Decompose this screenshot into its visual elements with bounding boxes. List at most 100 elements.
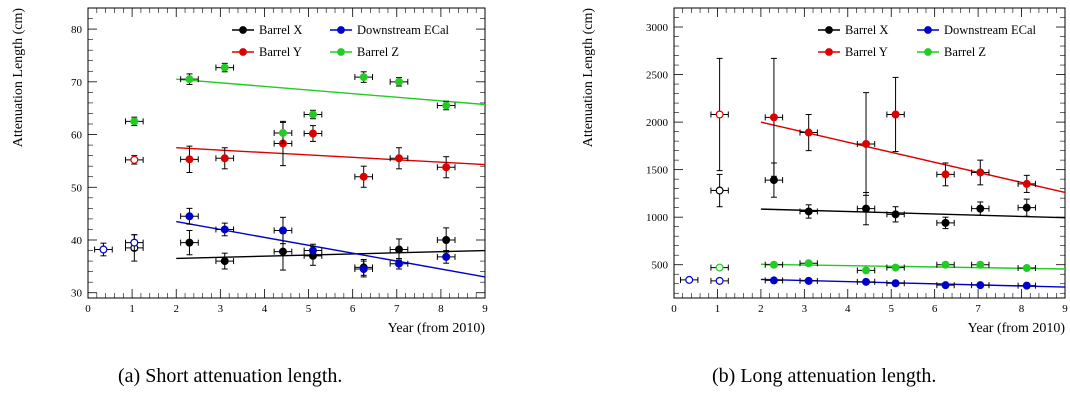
- data-point: [936, 260, 955, 269]
- x-tick-label: 9: [482, 303, 488, 315]
- marker: [769, 113, 778, 122]
- data-point: [303, 125, 323, 142]
- legend-label: Downstream ECal: [944, 23, 1037, 37]
- marker: [862, 266, 871, 275]
- marker: [220, 257, 229, 266]
- marker: [185, 75, 194, 84]
- data-point: [856, 266, 876, 275]
- x-axis-label: Year (from 2010): [388, 321, 486, 336]
- x-tick-label: 1: [129, 303, 135, 315]
- y-tick-label: 2000: [646, 117, 669, 129]
- marker: [891, 110, 900, 119]
- marker: [359, 265, 368, 274]
- marker: [891, 210, 900, 219]
- data-point: [215, 62, 235, 73]
- marker: [308, 110, 317, 119]
- data-point: [971, 281, 990, 290]
- marker: [442, 252, 451, 261]
- y-tick-label: 80: [71, 24, 83, 36]
- legend: Barrel X Downstream ECal Barrel Y Barrel Z: [818, 23, 1037, 59]
- x-tick-label: 2: [173, 303, 179, 315]
- x-tick-label: 5: [306, 303, 312, 315]
- marker: [976, 168, 985, 177]
- marker: [185, 212, 194, 221]
- marker: [1022, 264, 1031, 273]
- data-point: [936, 281, 955, 290]
- data-point: [886, 76, 905, 153]
- y-tick-label: 70: [71, 77, 83, 89]
- data-point: [215, 222, 235, 237]
- data-point: [354, 165, 374, 188]
- x-tick-label: 7: [975, 303, 981, 315]
- data-point: [764, 260, 784, 269]
- marker: [220, 63, 229, 72]
- y-tick-label: 500: [652, 260, 669, 272]
- marker: [308, 246, 317, 255]
- legend-marker: [239, 48, 247, 56]
- chart-panel-a: 0 1 2 3 4 5 6 7 8 9 30 40 50 60 70 80 Year (from 2010) At…: [0, 0, 500, 400]
- data-point: [936, 162, 955, 187]
- data-point: [856, 92, 876, 196]
- x-tick-label: 4: [845, 303, 851, 315]
- marker: [862, 139, 871, 148]
- marker: [185, 155, 194, 164]
- x-tick-label: 3: [218, 303, 224, 315]
- x-tick-label: 8: [1019, 303, 1025, 315]
- marker: [278, 128, 287, 137]
- plot-frame: [673, 7, 1066, 299]
- data-point: [710, 263, 729, 272]
- marker: [130, 155, 139, 164]
- fit-line: [176, 147, 486, 166]
- legend-marker: [825, 48, 833, 56]
- data-point: [886, 263, 905, 272]
- chart-a-svg: 0 1 2 3 4 5 6 7 8 9 30 40 50 60 70 80 Year (from 2010) At…: [11, 7, 488, 336]
- marker: [891, 263, 900, 272]
- data-point: [799, 204, 818, 219]
- legend-item: Barrel Y: [232, 45, 302, 59]
- data-point: [354, 71, 374, 83]
- marker: [359, 73, 368, 82]
- data-point: [971, 201, 990, 216]
- marker: [394, 259, 403, 268]
- data-point: [799, 259, 818, 268]
- marker: [715, 110, 724, 119]
- legend-item: Downstream ECal: [330, 23, 450, 37]
- x-tick-label: 8: [438, 303, 444, 315]
- y-tick-label: 3000: [646, 22, 669, 34]
- y-tick-label: 1000: [646, 212, 669, 224]
- marker: [976, 204, 985, 213]
- data-point: [1017, 264, 1036, 273]
- x-tick-label: 0: [85, 303, 91, 315]
- marker: [1022, 179, 1031, 188]
- data-point: [303, 109, 323, 120]
- marker: [941, 281, 950, 290]
- x-tick-label: 9: [1062, 303, 1068, 315]
- y-axis-label: Attenuation Length (cm): [11, 8, 26, 148]
- x-tick-label: 1: [715, 303, 721, 315]
- marker: [442, 236, 451, 245]
- x-axis-label: Year (from 2010): [968, 321, 1066, 336]
- marker: [804, 128, 813, 137]
- legend-label: Downstream ECal: [357, 23, 450, 37]
- data-point: [971, 260, 990, 269]
- legend-marker: [337, 26, 345, 34]
- data-point: [764, 276, 784, 285]
- legend-label: Barrel Z: [357, 45, 399, 59]
- fit-line: [176, 249, 486, 260]
- data-point: [710, 57, 729, 172]
- data-point: [389, 147, 409, 170]
- legend-item: Barrel Z: [330, 45, 399, 59]
- y-tick-label: 50: [71, 182, 83, 194]
- marker: [715, 186, 724, 195]
- data-point: [180, 230, 199, 256]
- marker: [1022, 203, 1031, 212]
- marker: [941, 218, 950, 227]
- data-point: [389, 238, 409, 261]
- marker: [220, 154, 229, 163]
- data-point: [936, 216, 955, 230]
- marker: [394, 245, 403, 254]
- marker: [891, 279, 900, 288]
- legend-label: Barrel X: [259, 23, 302, 37]
- legend-label: Barrel Y: [259, 45, 302, 59]
- x-tick-label: 5: [888, 303, 894, 315]
